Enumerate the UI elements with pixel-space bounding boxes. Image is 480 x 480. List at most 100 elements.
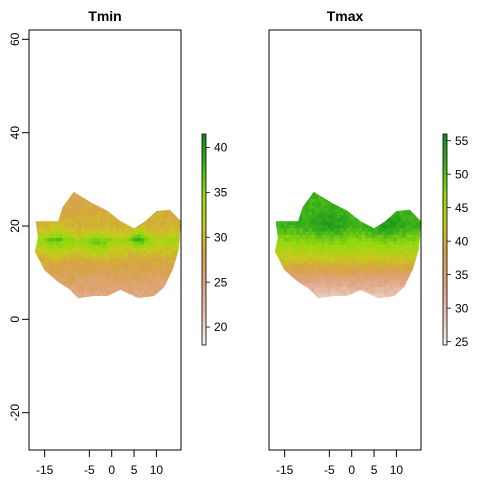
raster-cell xyxy=(156,227,160,232)
raster-cell xyxy=(405,254,410,258)
raster-cell xyxy=(34,214,38,219)
raster-cell xyxy=(43,224,48,229)
raster-cell xyxy=(408,208,413,212)
raster-cell xyxy=(31,231,35,235)
raster-cell xyxy=(340,286,344,291)
raster-cell xyxy=(115,267,120,271)
raster-cell xyxy=(34,296,38,299)
raster-cell xyxy=(75,293,79,297)
raster-cell xyxy=(371,201,375,206)
raster-cell xyxy=(62,263,67,268)
raster-cell xyxy=(159,276,164,281)
raster-cell xyxy=(43,247,48,252)
raster-cell xyxy=(172,263,176,268)
raster-cell xyxy=(103,221,107,225)
raster-cell xyxy=(125,244,129,248)
raster-cell xyxy=(336,201,341,206)
raster-cell xyxy=(172,289,176,294)
raster-cell xyxy=(87,218,92,222)
raster-cell xyxy=(31,293,35,297)
raster-cell xyxy=(118,247,123,252)
raster-cell xyxy=(106,244,110,248)
raster-cell xyxy=(321,244,325,248)
raster-cell xyxy=(371,240,375,245)
raster-cell xyxy=(315,218,319,222)
raster-cell xyxy=(361,191,366,193)
raster-cell xyxy=(84,254,88,258)
raster-cell xyxy=(393,227,397,232)
raster-cell xyxy=(380,283,385,288)
raster-cell xyxy=(156,257,160,261)
raster-cell xyxy=(137,247,142,252)
raster-cell xyxy=(352,198,357,203)
raster-cell xyxy=(377,263,382,268)
raster-cell xyxy=(68,267,73,271)
raster-cell xyxy=(315,240,319,245)
raster-cell xyxy=(153,270,157,274)
raster-cell xyxy=(143,263,148,268)
raster-cell xyxy=(78,231,82,235)
raster-cell xyxy=(150,280,154,284)
raster-cell xyxy=(318,211,322,216)
raster-cell xyxy=(106,208,110,212)
legend-tick-label: 35 xyxy=(455,268,469,282)
raster-cell xyxy=(128,293,132,297)
raster-cell xyxy=(336,263,341,268)
raster-cell xyxy=(46,263,51,268)
raster-cell xyxy=(293,293,297,297)
raster-cell xyxy=(327,224,332,229)
raster-cell xyxy=(175,296,179,299)
raster-cell xyxy=(31,261,35,265)
raster-cell xyxy=(402,227,407,232)
raster-cell xyxy=(90,208,95,212)
raster-cell xyxy=(311,289,316,294)
raster-cell xyxy=(150,247,154,252)
raster-cell xyxy=(277,201,282,206)
raster-cell xyxy=(296,191,300,196)
raster-cell xyxy=(321,296,325,299)
raster-cell xyxy=(299,221,303,225)
raster-cell xyxy=(46,224,51,229)
raster-cell xyxy=(65,293,70,297)
raster-cell xyxy=(50,296,54,299)
raster-cell xyxy=(87,221,92,225)
raster-cell xyxy=(393,286,397,291)
raster-cell xyxy=(118,296,123,299)
raster-cell xyxy=(280,227,285,232)
raster-cell xyxy=(290,224,294,229)
raster-cell xyxy=(46,293,51,297)
raster-cell xyxy=(393,250,397,255)
raster-cell xyxy=(361,211,366,216)
raster-cell xyxy=(296,280,300,284)
raster-cell xyxy=(346,289,350,294)
raster-cell xyxy=(53,240,57,245)
raster-cell xyxy=(147,257,151,261)
raster-cell xyxy=(352,191,357,196)
raster-cell xyxy=(37,205,42,209)
raster-cell xyxy=(315,300,319,304)
raster-cell xyxy=(156,201,160,206)
raster-cell xyxy=(172,244,176,248)
raster-cell xyxy=(396,250,400,255)
raster-cell xyxy=(143,260,148,265)
raster-cell xyxy=(396,201,400,206)
raster-cell xyxy=(100,267,104,271)
raster-cell xyxy=(150,289,154,294)
raster-cell xyxy=(274,289,278,294)
raster-cell xyxy=(62,227,67,232)
raster-cell xyxy=(318,237,322,242)
raster-cell xyxy=(421,300,425,304)
raster-cell xyxy=(333,211,338,216)
raster-cell xyxy=(87,244,92,248)
raster-cell xyxy=(78,263,82,268)
raster-cell xyxy=(365,296,369,299)
legend-tick-label: 30 xyxy=(214,230,228,244)
raster-cell xyxy=(163,300,167,304)
raster-cell xyxy=(321,185,325,189)
raster-cell xyxy=(50,254,54,258)
raster-cell xyxy=(128,247,132,252)
raster-cell xyxy=(131,273,135,278)
raster-cell xyxy=(59,267,63,271)
raster-cell xyxy=(93,205,98,209)
raster-cell xyxy=(299,240,303,245)
